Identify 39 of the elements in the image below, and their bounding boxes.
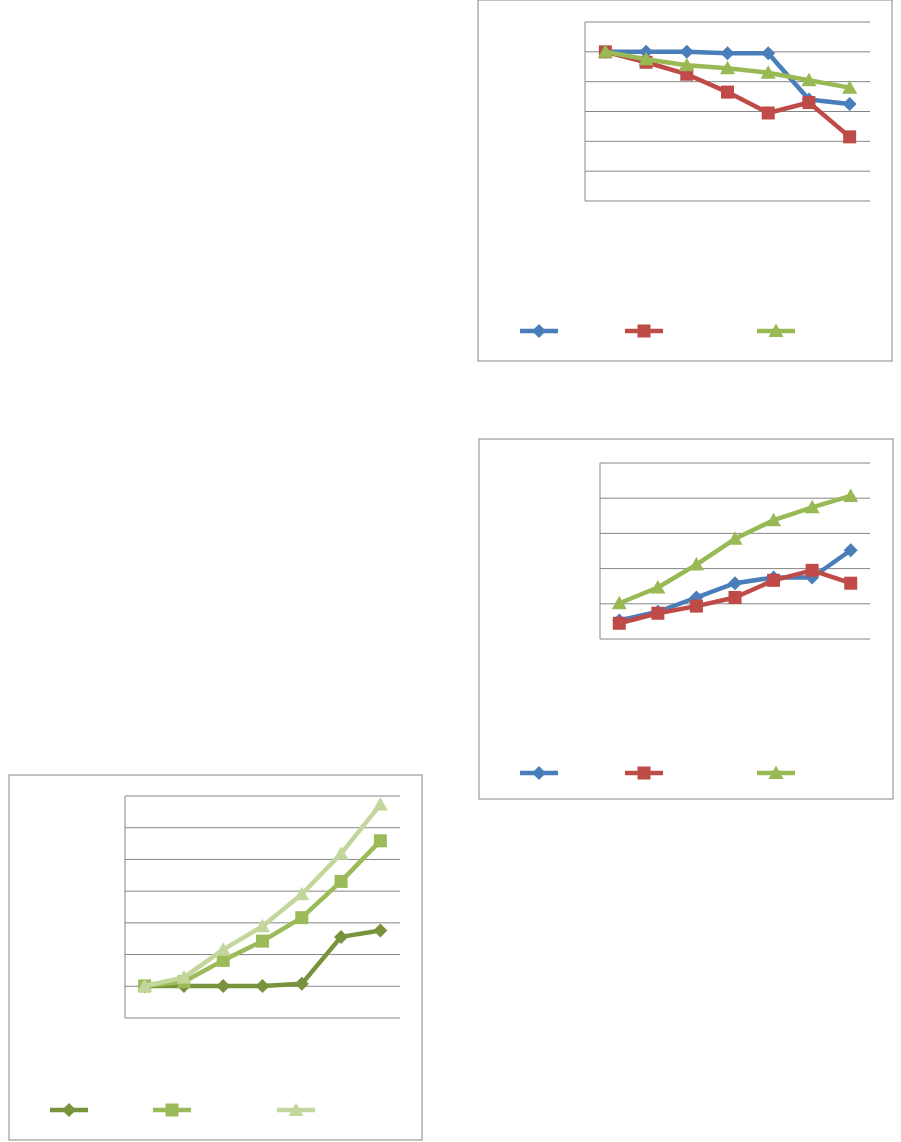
point [842, 97, 857, 112]
point [679, 57, 695, 72]
point [688, 557, 704, 571]
point [720, 60, 735, 75]
point [294, 886, 310, 901]
point [802, 96, 816, 110]
point [844, 576, 858, 590]
point [176, 969, 192, 984]
point [638, 51, 654, 66]
point [611, 595, 627, 610]
point [728, 576, 742, 591]
point [255, 978, 270, 993]
point [842, 80, 858, 94]
point [721, 85, 734, 99]
point [679, 44, 694, 59]
point [255, 918, 270, 933]
point [761, 46, 776, 61]
point [256, 934, 269, 948]
point [728, 591, 742, 604]
point [334, 929, 349, 944]
point [295, 911, 309, 925]
point [761, 106, 775, 120]
point [804, 499, 820, 514]
point [843, 130, 857, 144]
point [720, 46, 735, 61]
point [333, 846, 349, 860]
point [801, 72, 817, 87]
point [760, 65, 776, 79]
point [689, 599, 703, 613]
point [650, 579, 666, 594]
point [334, 874, 348, 888]
point [294, 976, 309, 991]
point [373, 923, 388, 938]
point [843, 488, 859, 502]
point [805, 563, 819, 577]
point [372, 797, 388, 811]
point [843, 543, 858, 558]
point [766, 512, 782, 527]
point [373, 834, 387, 848]
